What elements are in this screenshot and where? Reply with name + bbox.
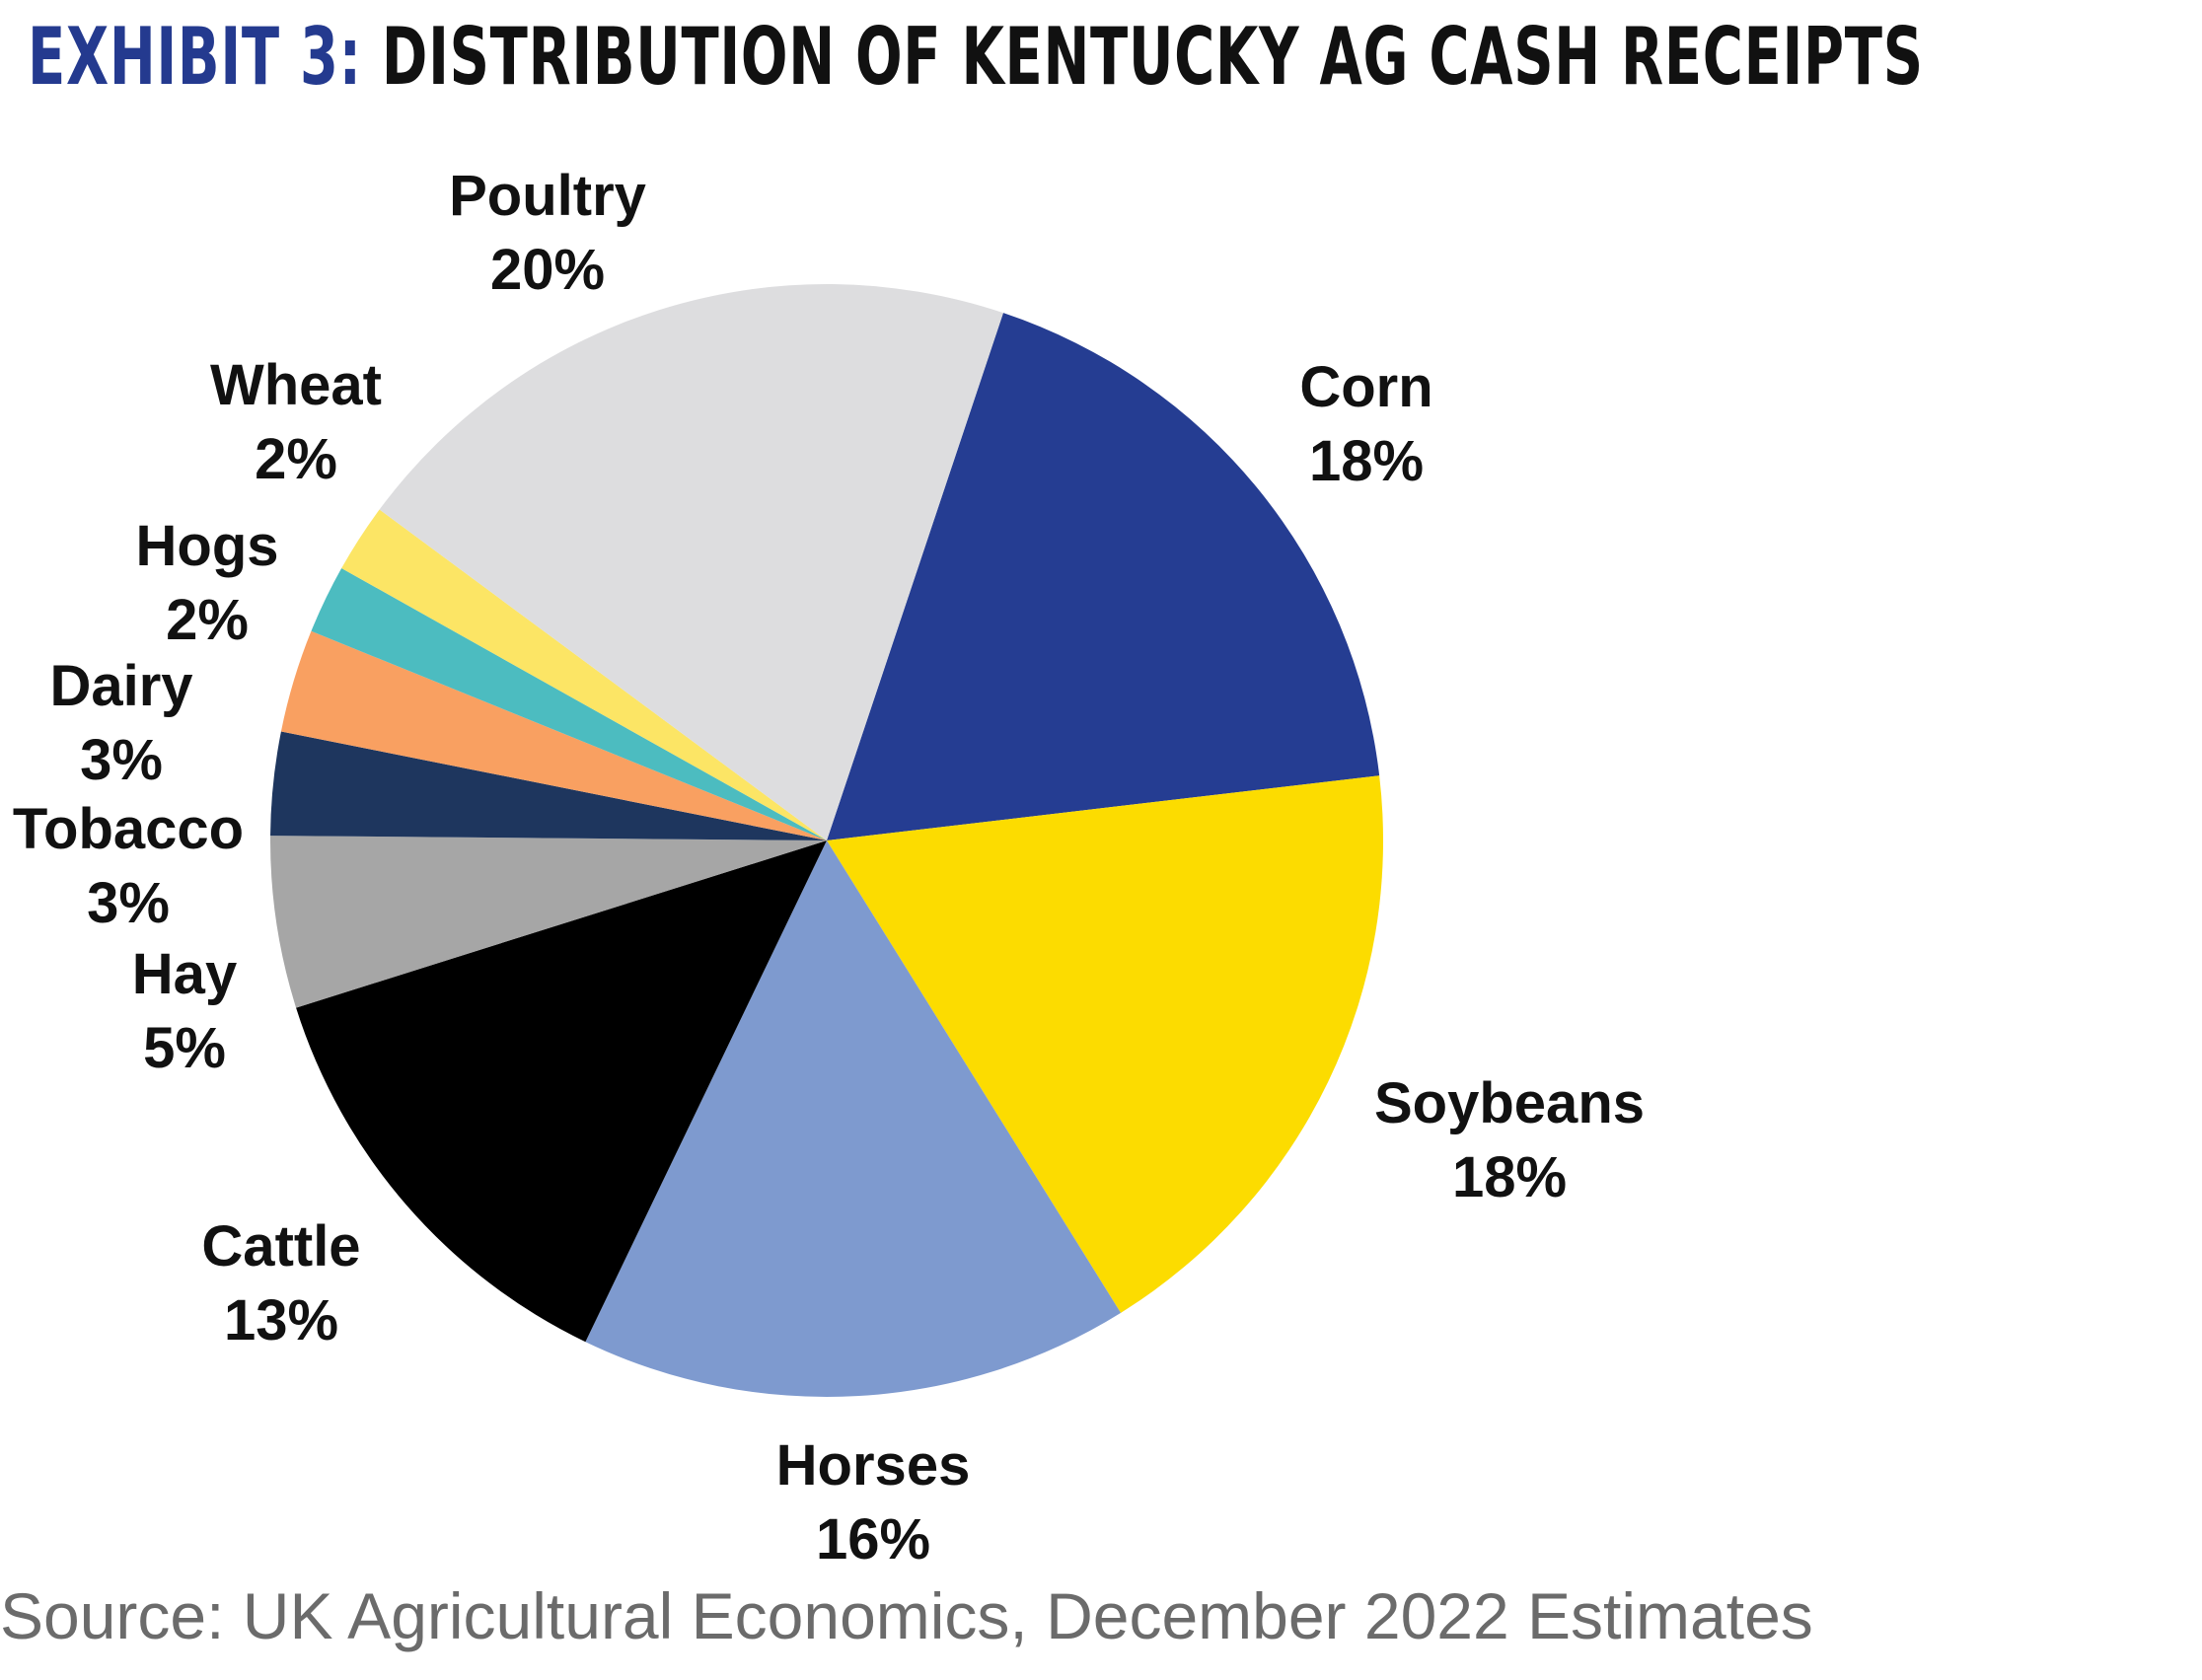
label-poultry-value: 20% xyxy=(490,238,605,302)
exhibit-prefix: EXHIBIT 3: xyxy=(28,11,362,103)
label-hogs-name: Hogs xyxy=(136,514,279,578)
label-cattle-value: 13% xyxy=(224,1288,338,1352)
label-horses-name: Horses xyxy=(776,1433,971,1497)
label-horses-value: 16% xyxy=(816,1507,930,1571)
label-wheat-value: 2% xyxy=(255,427,337,491)
label-corn-value: 18% xyxy=(1309,429,1424,493)
slice-wheat xyxy=(341,509,827,840)
label-soybeans-name: Soybeans xyxy=(1374,1071,1645,1135)
slice-cattle xyxy=(296,840,828,1343)
label-tobacco-value: 3% xyxy=(87,871,170,935)
pie-labels: Corn 18% Soybeans 18% Horses 16% Cattle 13% Hay 5… xyxy=(13,164,1645,1571)
label-hogs-value: 2% xyxy=(166,588,249,652)
slice-corn xyxy=(827,313,1380,840)
slice-dairy xyxy=(280,630,827,840)
slice-tobacco xyxy=(270,731,827,840)
label-corn-name: Corn xyxy=(1299,355,1432,419)
label-wheat-name: Wheat xyxy=(210,353,382,417)
slice-poultry xyxy=(379,284,1003,840)
slice-hogs xyxy=(311,567,827,840)
source-note: Source: UK Agricultural Economics, Decem… xyxy=(0,1579,1813,1652)
label-tobacco-name: Tobacco xyxy=(13,797,244,861)
label-cattle-name: Cattle xyxy=(201,1214,360,1278)
pie-slices xyxy=(269,284,1384,1398)
label-soybeans-value: 18% xyxy=(1452,1145,1567,1209)
slice-hay xyxy=(269,836,828,1008)
slice-horses xyxy=(585,840,1122,1398)
title-text: DISTRIBUTION OF KENTUCKY AG CASH RECEIPT… xyxy=(381,11,1924,103)
slice-soybeans xyxy=(827,775,1384,1313)
label-hay-name: Hay xyxy=(132,942,237,1006)
label-dairy-name: Dairy xyxy=(49,654,192,718)
chart-title: EXHIBIT 3: DISTRIBUTION OF KENTUCKY AG C… xyxy=(28,18,1924,97)
label-poultry-name: Poultry xyxy=(449,164,646,228)
label-dairy-value: 3% xyxy=(80,728,163,792)
label-hay-value: 5% xyxy=(143,1016,226,1080)
